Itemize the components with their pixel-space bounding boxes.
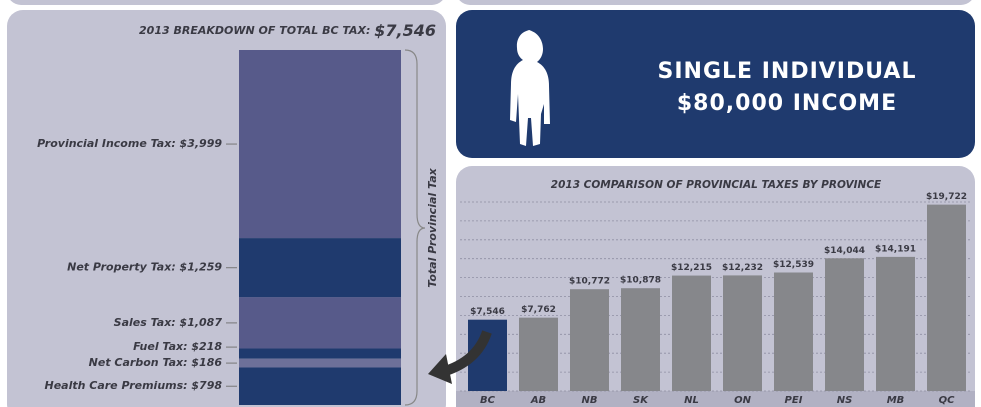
banner-line: SINGLE INDIVIDUAL bbox=[658, 59, 917, 84]
bar bbox=[519, 317, 558, 391]
x-tick-label: BC bbox=[480, 395, 496, 406]
segment-label: Net Carbon Tax: $186 bbox=[89, 356, 223, 369]
banner-panel bbox=[456, 10, 975, 158]
segment-label: Fuel Tax: $218 bbox=[133, 340, 222, 353]
banner-line: $80,000 INCOME bbox=[677, 91, 897, 116]
total-label: $7,546 bbox=[374, 21, 436, 40]
bar bbox=[774, 272, 813, 391]
value-label: $10,878 bbox=[620, 276, 661, 286]
breakdown-title: 2013 BREAKDOWN OF TOTAL BC TAX: $7,546 bbox=[139, 21, 436, 40]
x-tick-label: AB bbox=[530, 395, 546, 406]
segment bbox=[239, 358, 401, 368]
bar bbox=[672, 275, 711, 391]
bar bbox=[621, 288, 660, 391]
value-label: $12,232 bbox=[722, 263, 763, 273]
x-tick-label: ON bbox=[734, 395, 752, 406]
comparison-title: 2013 COMPARISON OF PROVINCIAL TAXES BY P… bbox=[551, 179, 882, 191]
bracket-label: Total Provincial Tax bbox=[426, 167, 439, 287]
segment bbox=[239, 50, 401, 239]
top-panel-edge bbox=[10, 0, 443, 5]
segment-label: Health Care Premiums: $798 bbox=[44, 379, 222, 392]
segment-label: Provincial Income Tax: $3,999 bbox=[37, 137, 222, 150]
title-text: 2013 BREAKDOWN OF TOTAL BC TAX: bbox=[139, 24, 370, 37]
bar bbox=[723, 275, 762, 391]
value-label: $10,772 bbox=[569, 277, 610, 287]
silhouette bbox=[510, 30, 550, 146]
value-label: $14,191 bbox=[875, 244, 916, 254]
x-tick-label: MB bbox=[887, 395, 905, 406]
top-panel-edge bbox=[459, 0, 972, 5]
category-strip bbox=[456, 391, 975, 407]
bracket bbox=[404, 49, 426, 406]
x-tick-label: NS bbox=[837, 395, 853, 406]
value-label: $7,762 bbox=[521, 305, 556, 315]
bar bbox=[825, 258, 864, 391]
x-tick-label: PEI bbox=[785, 395, 803, 406]
arrow-head bbox=[428, 354, 452, 384]
x-tick-label: QC bbox=[939, 395, 956, 406]
x-tick-label: NL bbox=[684, 395, 699, 406]
segment bbox=[239, 297, 401, 349]
segment bbox=[239, 348, 401, 359]
bar bbox=[876, 256, 915, 391]
x-tick-label: SK bbox=[633, 395, 649, 406]
value-label: $19,722 bbox=[926, 192, 967, 202]
segment-label: Net Property Tax: $1,259 bbox=[67, 261, 222, 274]
value-label: $12,539 bbox=[773, 260, 814, 270]
segment bbox=[239, 238, 401, 298]
bar bbox=[570, 289, 609, 391]
value-label: $14,044 bbox=[824, 246, 865, 256]
value-label: $7,546 bbox=[470, 307, 505, 317]
segment bbox=[239, 367, 401, 405]
bar bbox=[927, 204, 966, 391]
segment-label: Sales Tax: $1,087 bbox=[114, 316, 223, 329]
value-label: $12,215 bbox=[671, 263, 712, 273]
x-tick-label: NB bbox=[582, 395, 598, 406]
